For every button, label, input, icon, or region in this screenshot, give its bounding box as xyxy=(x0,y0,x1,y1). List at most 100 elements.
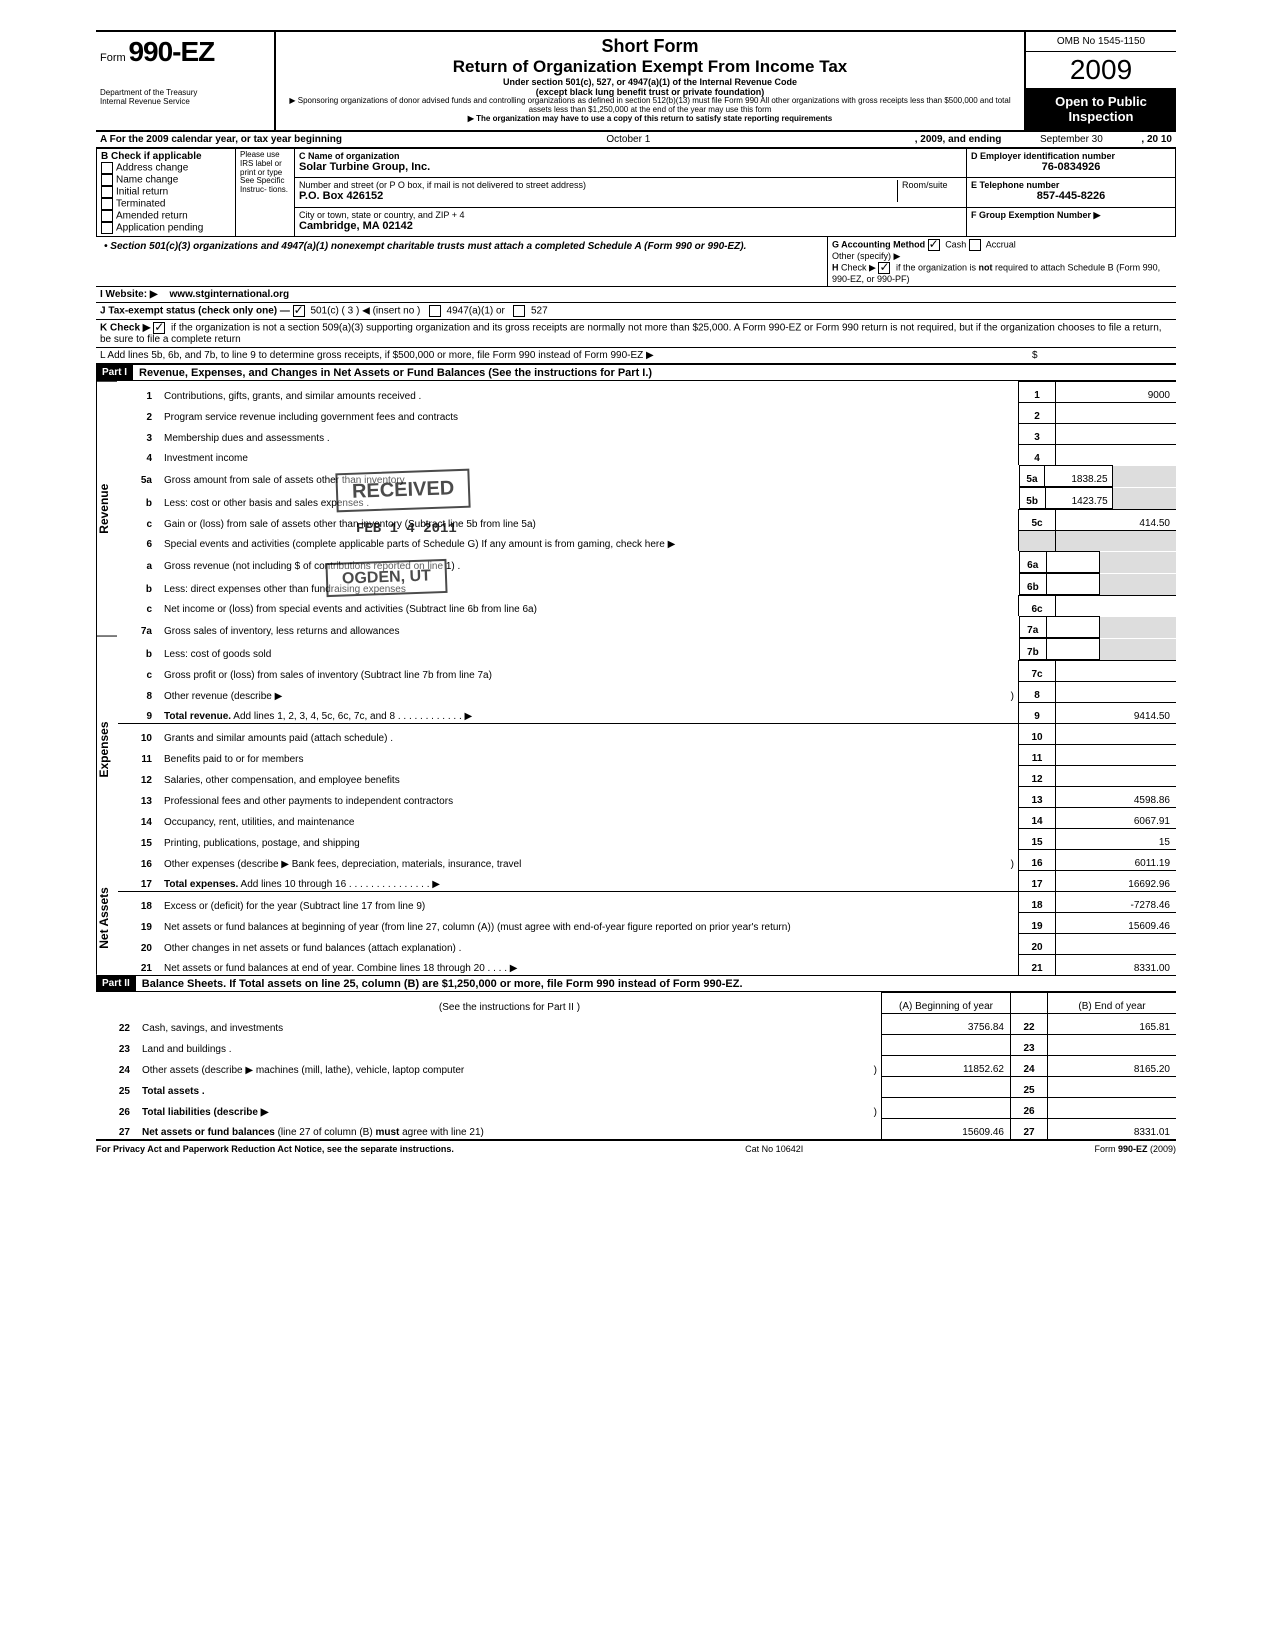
check-accrual[interactable] xyxy=(969,239,981,251)
row-j: J Tax-exempt status (check only one) — 5… xyxy=(96,303,1176,320)
dept-irs: Internal Revenue Service xyxy=(100,97,270,106)
website-value: www.stginternational.org xyxy=(158,289,290,300)
cat-no: Cat No 10642I xyxy=(745,1144,803,1154)
section-h: H Check ▶ if the organization is not req… xyxy=(832,262,1172,284)
ein: 76-0834926 xyxy=(971,161,1171,173)
title-short-form: Short Form xyxy=(280,36,1020,57)
check-address[interactable]: Address change xyxy=(101,162,231,174)
form-footer: Form 990-EZ (2009) xyxy=(1094,1144,1176,1154)
bs-line-25: 25Total assets .25 xyxy=(96,1077,1176,1098)
row-j-label: J Tax-exempt status (check only one) — xyxy=(100,306,290,317)
line-12: 12Salaries, other compensation, and empl… xyxy=(118,766,1176,787)
row-a-tax-year: A For the 2009 calendar year, or tax yea… xyxy=(96,132,1176,148)
part1-title: Revenue, Expenses, and Changes in Net As… xyxy=(133,367,652,379)
part2-title: Balance Sheets. If Total assets on line … xyxy=(136,978,743,990)
lines-table: 1Contributions, gifts, grants, and simil… xyxy=(118,381,1176,975)
part2-label: Part II xyxy=(96,976,136,991)
bs-line-23: 23Land and buildings .23 xyxy=(96,1035,1176,1056)
org-name: Solar Turbine Group, Inc. xyxy=(299,161,962,173)
check-501c[interactable] xyxy=(293,305,305,317)
check-4947[interactable] xyxy=(429,305,441,317)
section-g-h: G Accounting Method Cash Accrual Other (… xyxy=(827,237,1176,286)
line-8: 8Other revenue (describe ▶)8 xyxy=(118,682,1176,703)
line-1: 1Contributions, gifts, grants, and simil… xyxy=(118,382,1176,403)
line-21: 21Net assets or fund balances at end of … xyxy=(118,955,1176,976)
header-center: Short Form Return of Organization Exempt… xyxy=(276,32,1024,130)
line-19: 19Net assets or fund balances at beginni… xyxy=(118,913,1176,934)
part1-body: RECEIVED FEB 1 4 2011 OGDEN, UT Revenue … xyxy=(96,381,1176,975)
street-address: P.O. Box 426152 xyxy=(299,190,897,202)
tax-year: 2009 xyxy=(1026,52,1176,88)
check-pending[interactable]: Application pending xyxy=(101,222,231,234)
check-terminated[interactable]: Terminated xyxy=(101,198,231,210)
part1-label: Part I xyxy=(96,365,133,380)
row-k: K Check ▶ if the organization is not a s… xyxy=(96,320,1176,348)
line-18: 18Excess or (deficit) for the year (Subt… xyxy=(118,892,1176,913)
line-5a: 5aGross amount from sale of assets other… xyxy=(118,465,1176,487)
line-3: 3Membership dues and assessments .3 xyxy=(118,424,1176,445)
line-5c: cGain or (loss) from sale of assets othe… xyxy=(118,510,1176,531)
addr-label: Number and street (or P O box, if mail i… xyxy=(299,180,897,190)
year-begin: October 1 xyxy=(342,134,915,145)
year-end: September 30 xyxy=(1001,134,1141,145)
row-a-mid: , 2009, and ending xyxy=(915,134,1002,145)
line-13: 13Professional fees and other payments t… xyxy=(118,787,1176,808)
title-return: Return of Organization Exempt From Incom… xyxy=(280,57,1020,77)
website-label: I Website: ▶ xyxy=(100,289,158,300)
line-6b: bLess: direct expenses other than fundra… xyxy=(118,573,1176,596)
year-prefix: 20 xyxy=(1070,54,1101,85)
line-15: 15Printing, publications, postage, and s… xyxy=(118,829,1176,850)
check-name[interactable]: Name change xyxy=(101,174,231,186)
check-527[interactable] xyxy=(513,305,525,317)
check-amended[interactable]: Amended return xyxy=(101,210,231,222)
stamp-received: RECEIVED xyxy=(335,469,471,513)
privacy-notice: For Privacy Act and Paperwork Reduction … xyxy=(96,1144,454,1154)
check-initial[interactable]: Initial return xyxy=(101,186,231,198)
line-4: 4Investment income4 xyxy=(118,445,1176,466)
row-a-label: A For the 2009 calendar year, or tax yea… xyxy=(100,134,342,145)
fine-print-1: ▶ Sponsoring organizations of donor advi… xyxy=(280,97,1020,115)
footer: For Privacy Act and Paperwork Reduction … xyxy=(96,1141,1176,1154)
schedule-a-note: • Section 501(c)(3) organizations and 49… xyxy=(96,237,827,286)
dept-treasury: Department of the Treasury xyxy=(100,88,270,97)
stamp-ogden: OGDEN, UT xyxy=(325,559,447,597)
row-l-dollar: $ xyxy=(1032,350,1172,361)
room-suite: Room/suite xyxy=(897,180,962,202)
line-11: 11Benefits paid to or for members11 xyxy=(118,745,1176,766)
form-prefix: Form xyxy=(100,52,126,64)
accounting-method: G Accounting Method Cash Accrual xyxy=(832,239,1172,251)
row-l: L Add lines 5b, 6b, and 7b, to line 9 to… xyxy=(96,348,1176,364)
header-left: Form 990-EZ Department of the Treasury I… xyxy=(96,32,276,130)
phone: 857-445-8226 xyxy=(971,190,1171,202)
row-a-yr: , 20 10 xyxy=(1141,134,1172,145)
city-zip: Cambridge, MA 02142 xyxy=(299,220,962,232)
row-l-text: L Add lines 5b, 6b, and 7b, to line 9 to… xyxy=(100,350,1032,361)
part1-header: Part I Revenue, Expenses, and Changes in… xyxy=(96,364,1176,381)
line-7b: bLess: cost of goods sold7b xyxy=(118,638,1176,661)
line-9: 9Total revenue. Add lines 1, 2, 3, 4, 5c… xyxy=(118,703,1176,724)
line-14: 14Occupancy, rent, utilities, and mainte… xyxy=(118,808,1176,829)
form-990ez: Form 990-EZ Department of the Treasury I… xyxy=(96,30,1176,1154)
bs-line-24: 24Other assets (describe ▶ machines (mil… xyxy=(96,1056,1176,1077)
line-17: 17Total expenses. Add lines 10 through 1… xyxy=(118,871,1176,892)
please-use-irs: Please use IRS label or print or type Se… xyxy=(236,149,295,237)
row-i: I Website: ▶ www.stginternational.org xyxy=(96,287,1176,303)
check-h[interactable] xyxy=(878,262,890,274)
label-net-assets: Net Assets xyxy=(96,862,117,975)
fine-print-2: ▶ The organization may have to use a cop… xyxy=(280,115,1020,124)
subtitle: Under section 501(c), 527, or 4947(a)(1)… xyxy=(280,77,1020,87)
bs-line-26: 26Total liabilities (describe ▶)26 xyxy=(96,1098,1176,1119)
bs-header: (See the instructions for Part II ) (A) … xyxy=(96,993,1176,1014)
check-cash[interactable] xyxy=(928,239,940,251)
line-7a: 7aGross sales of inventory, less returns… xyxy=(118,616,1176,638)
line-5b: bLess: cost or other basis and sales exp… xyxy=(118,487,1176,510)
line-7c: cGross profit or (loss) from sales of in… xyxy=(118,661,1176,682)
open-to-public: Open to Public Inspection xyxy=(1026,88,1176,130)
bs-line-22: 22Cash, savings, and investments3756.842… xyxy=(96,1014,1176,1035)
section-e-label: E Telephone number xyxy=(971,180,1171,190)
check-k[interactable] xyxy=(153,322,165,334)
form-header: Form 990-EZ Department of the Treasury I… xyxy=(96,32,1176,132)
side-labels: Revenue Expenses Net Assets xyxy=(96,381,118,975)
section-f-label: F Group Exemption Number ▶ xyxy=(971,210,1171,221)
line-6a: aGross revenue (not including $ of contr… xyxy=(118,551,1176,573)
